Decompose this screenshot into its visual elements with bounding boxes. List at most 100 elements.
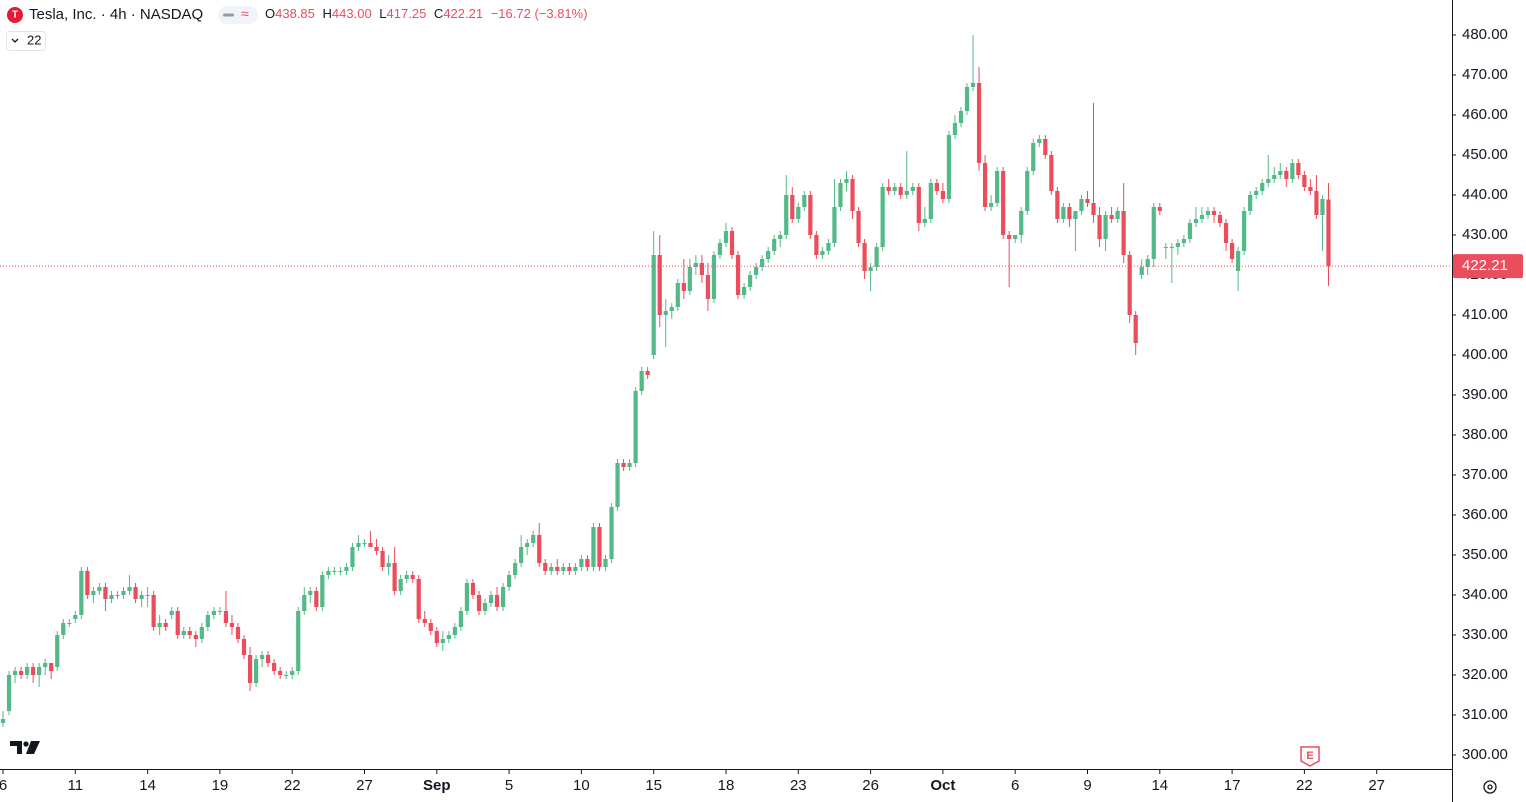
candle-body	[705, 275, 711, 299]
x-tick-label: 22	[1296, 777, 1313, 794]
candle-body	[1181, 239, 1187, 243]
candle-body	[1013, 235, 1018, 239]
candle-body	[1272, 175, 1277, 179]
candle-body	[796, 207, 801, 219]
candle-body	[416, 579, 421, 619]
earnings-marker[interactable]: E	[1300, 746, 1320, 767]
chevron-icon	[11, 38, 19, 43]
candle-body	[446, 635, 451, 639]
c-label: C	[434, 6, 443, 21]
candle-body	[1085, 199, 1090, 203]
logo-glyph: T	[12, 10, 18, 21]
candle-body	[982, 163, 988, 207]
candle-body	[1302, 175, 1307, 187]
candle-body	[820, 251, 825, 255]
candle-body	[922, 219, 927, 223]
candle-body	[362, 543, 367, 544]
candle-body	[1266, 179, 1271, 183]
candle-body	[772, 239, 777, 251]
candle-body	[410, 575, 415, 579]
candle-body	[1145, 259, 1150, 267]
candle-body	[585, 559, 590, 567]
candle-body	[290, 671, 295, 675]
candle-body	[380, 551, 385, 567]
x-tick-label: 15	[645, 777, 662, 794]
x-tick-label: 10	[573, 777, 590, 794]
y-tick-label: 400.00	[1462, 346, 1508, 363]
candle-body	[235, 627, 241, 639]
candle-body	[603, 559, 608, 567]
ohlc-legend: O438.85 H443.00 L417.25 C422.21 −16.72 (…	[265, 6, 588, 21]
candle-body	[470, 583, 476, 595]
candle-body	[699, 263, 705, 275]
y-tick-label: 370.00	[1462, 466, 1508, 483]
candle-body	[73, 615, 78, 619]
tv-logo-part	[26, 741, 40, 754]
candle-body	[1109, 215, 1114, 219]
low-value: 417.25	[387, 6, 427, 21]
y-tick-label: 360.00	[1462, 506, 1508, 523]
candle-body	[621, 463, 626, 467]
candle-body	[1007, 235, 1012, 239]
change-value: −16.72 (−3.81%)	[491, 6, 588, 21]
candle-body	[97, 587, 102, 591]
candle-body	[850, 179, 855, 211]
x-tick-label: 14	[1151, 777, 1168, 794]
candle-body	[952, 123, 958, 135]
candle-body	[1175, 243, 1180, 247]
candle-body	[1296, 163, 1301, 175]
candle-body	[61, 623, 66, 635]
candle-body	[1127, 255, 1132, 315]
candle-body	[49, 663, 54, 671]
candle-body	[639, 371, 644, 391]
candle-body	[814, 235, 819, 255]
candle-body	[1314, 191, 1319, 215]
candle-body	[368, 543, 373, 547]
x-tick-label: Oct	[930, 777, 955, 794]
x-tick-label: 19	[212, 777, 229, 794]
candle-body	[127, 587, 132, 591]
tv-logo-part	[10, 741, 22, 754]
x-tick-label: 27	[1368, 777, 1385, 794]
candle-body	[1326, 199, 1331, 267]
candle-body	[711, 255, 717, 299]
y-tick-label: 480.00	[1462, 26, 1508, 43]
candle-body	[464, 583, 470, 611]
candle-body	[766, 251, 771, 259]
candle-body	[1115, 211, 1120, 219]
candle-body	[332, 571, 337, 572]
y-tick-label: 470.00	[1462, 66, 1508, 83]
candle-body	[928, 183, 933, 219]
x-tick-label: 18	[718, 777, 735, 794]
candle-body	[832, 207, 837, 243]
candle-body	[253, 659, 259, 683]
indicator-count: 22	[27, 32, 41, 47]
y-tick-label: 460.00	[1462, 106, 1508, 123]
candle-body	[440, 639, 445, 643]
candle-body	[241, 639, 247, 655]
candle-body	[169, 611, 174, 615]
settings-icon[interactable]	[1483, 780, 1497, 794]
candle-body	[838, 183, 843, 207]
candle-body	[669, 307, 674, 311]
candle-body	[259, 655, 265, 659]
candle-body	[1133, 315, 1138, 343]
status-pill[interactable]	[218, 6, 258, 24]
candle-body	[531, 535, 536, 543]
candle-body	[0, 719, 6, 723]
earnings-glyph: E	[1306, 750, 1313, 762]
symbol-title[interactable]: Tesla, Inc. · 4h · NASDAQ	[29, 6, 203, 23]
candle-body	[681, 283, 686, 291]
indicator-toggle[interactable]	[6, 31, 46, 51]
candle-body	[67, 623, 72, 624]
earnings-badge[interactable]	[1300, 746, 1320, 767]
h-label: H	[323, 6, 332, 21]
candle-body	[506, 575, 512, 587]
candle-body	[428, 623, 433, 631]
candle-body	[675, 283, 680, 307]
candle-body	[494, 595, 500, 607]
candle-body	[386, 563, 391, 567]
x-tick-label: 26	[862, 777, 879, 794]
candle-body	[223, 611, 229, 623]
